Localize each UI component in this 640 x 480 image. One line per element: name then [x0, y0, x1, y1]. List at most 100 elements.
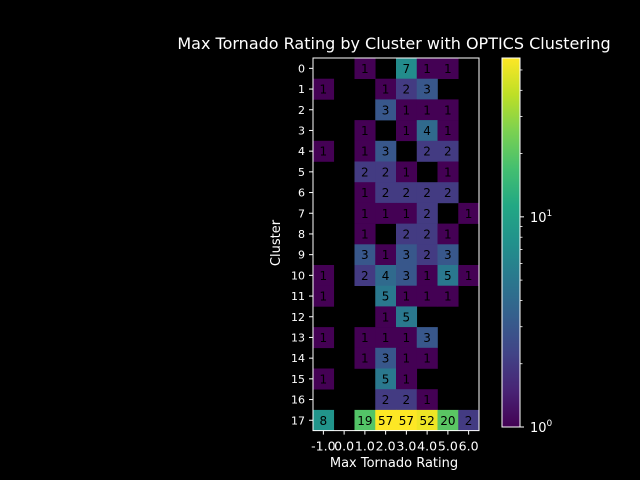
- cell-value-label: 1: [444, 103, 452, 117]
- heatmap-cell: [313, 327, 335, 349]
- cell-value-label: 2: [403, 227, 411, 241]
- cell-value-label: 1: [444, 62, 452, 76]
- cell-value-label: 1: [444, 165, 452, 179]
- heatmap-cell: [416, 285, 438, 307]
- heatmap-cell: [396, 244, 418, 266]
- y-tick-label: 15: [291, 373, 305, 386]
- heatmap-cell: [437, 244, 459, 266]
- heatmap-cell: [396, 182, 418, 204]
- heatmap-cell: [375, 327, 397, 349]
- heatmap-cell: [416, 327, 438, 349]
- heatmap-cell: [354, 182, 376, 204]
- cell-value-label: 1: [444, 227, 452, 241]
- heatmap-cell: [437, 285, 459, 307]
- cell-value-label: 1: [382, 248, 390, 262]
- cell-value-label: 1: [403, 290, 411, 304]
- cell-value-label: 1: [361, 331, 369, 345]
- cell-value-label: 2: [465, 414, 473, 428]
- heatmap-cell: [396, 58, 418, 79]
- y-tick-label: 13: [291, 331, 305, 344]
- heatmap-cell: [375, 140, 397, 162]
- heatmap-cell: [354, 161, 376, 183]
- colorbar-gradient: [501, 57, 521, 428]
- heatmap-cell: [437, 120, 459, 142]
- cell-value-label: 2: [423, 145, 431, 159]
- cell-value-label: 1: [320, 372, 328, 386]
- y-tick-label: 8: [298, 228, 305, 241]
- heatmap-cell: [313, 140, 335, 162]
- heatmap-cell: [458, 202, 480, 224]
- cell-value-label: 1: [403, 103, 411, 117]
- cell-value-label: 1: [444, 124, 452, 138]
- heatmap-cell: [396, 120, 418, 142]
- cell-value-label: 1: [361, 352, 369, 366]
- y-tick-label: 16: [291, 394, 305, 407]
- heatmap-cell: [354, 265, 376, 286]
- heatmap-cell: [375, 306, 397, 328]
- cell-value-label: 1: [382, 310, 390, 324]
- cell-value-label: 1: [320, 290, 328, 304]
- heatmap-cell: [354, 327, 376, 349]
- cell-value-label: 1: [423, 290, 431, 304]
- cell-value-label: 52: [419, 414, 434, 428]
- heatmap-cell: [437, 265, 459, 286]
- y-tick-label: 17: [291, 414, 305, 427]
- y-axis-label: Cluster: [269, 219, 284, 266]
- heatmap-cell: [354, 223, 376, 245]
- cell-value-label: 1: [465, 207, 473, 221]
- cell-value-label: 20: [440, 414, 455, 428]
- cell-value-label: 1: [382, 207, 390, 221]
- cell-value-label: 1: [403, 165, 411, 179]
- cell-value-label: 2: [444, 145, 452, 159]
- heatmap-cell: [375, 389, 397, 411]
- x-tick-label: 1.0: [355, 439, 375, 454]
- heatmap-cell: [375, 368, 397, 390]
- cell-value-label: 1: [320, 83, 328, 97]
- heatmap-cell: [375, 202, 397, 224]
- y-tick-label: 11: [291, 290, 305, 303]
- cell-value-label: 5: [382, 372, 390, 386]
- cell-value-label: 1: [423, 393, 431, 407]
- colorbar-tick-label: 101: [530, 209, 552, 226]
- x-tick-label: 6.0: [459, 439, 479, 454]
- y-tick-label: 1: [298, 83, 305, 96]
- cell-value-label: 3: [382, 352, 390, 366]
- chart-title: Max Tornado Rating by Cluster with OPTIC…: [177, 34, 610, 53]
- cell-value-label: 2: [403, 393, 411, 407]
- cell-value-label: 2: [444, 186, 452, 200]
- cell-value-label: 2: [361, 165, 369, 179]
- cell-value-label: 2: [382, 393, 390, 407]
- x-axis: -1.00.0 1.0 2.0 3.0 4.0 5.0 6.0: [311, 430, 479, 454]
- y-tick-label: 14: [291, 352, 305, 365]
- cell-value-label: 3: [403, 248, 411, 262]
- heatmap-cell: [354, 244, 376, 266]
- x-axis-label: Max Tornado Rating: [330, 456, 458, 471]
- plot-frame: [312, 57, 480, 432]
- cell-value-label: 2: [423, 227, 431, 241]
- heatmap-cell: [375, 265, 397, 286]
- heatmap-cell: [313, 409, 335, 431]
- heatmap-cell: [416, 265, 438, 286]
- cell-value-label: 1: [403, 352, 411, 366]
- cell-value-label: 2: [382, 186, 390, 200]
- cell-value-label: 1: [423, 103, 431, 117]
- cell-value-label: 4: [382, 269, 390, 283]
- heatmap-cell: [458, 265, 480, 286]
- heatmap-cell: [396, 223, 418, 245]
- heatmap-cell: [375, 409, 397, 431]
- heatmap-cell: [375, 285, 397, 307]
- heatmap-cell: [396, 327, 418, 349]
- colorbar-tick-label: 100: [530, 419, 553, 436]
- heatmap-cell: [375, 244, 397, 266]
- heatmap-cell: [416, 58, 438, 79]
- heatmap-cell: [416, 78, 438, 100]
- cell-value-label: 1: [320, 145, 328, 159]
- heatmap-cell: [416, 409, 438, 431]
- heatmap-cell: [313, 265, 335, 286]
- heatmap-cell: [416, 202, 438, 224]
- heatmap-cell: [354, 202, 376, 224]
- cell-value-label: 3: [361, 248, 369, 262]
- cell-value-label: 5: [403, 310, 411, 324]
